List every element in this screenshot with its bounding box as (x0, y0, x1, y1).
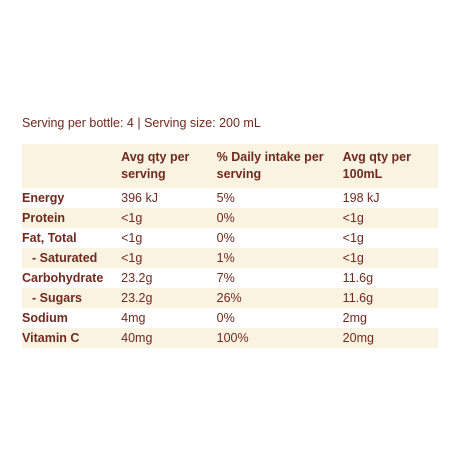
header-blank (22, 144, 122, 188)
table-cell: <1g (121, 231, 143, 245)
table-cell: 23.2g (121, 271, 153, 285)
row-label: Carbohydrate (22, 271, 104, 285)
table-row: Carbohydrate 23.2g 7% 11.6g (22, 268, 438, 288)
row-label: - Sugars (22, 288, 122, 308)
table-cell: 100% (216, 328, 343, 348)
table-cell: 0% (216, 231, 235, 245)
nutrition-table: Avg qty per serving % Daily intake per se… (22, 144, 438, 348)
header-row: Avg qty per serving % Daily intake per se… (22, 144, 438, 188)
table-cell: 26% (216, 288, 343, 308)
table-cell: 23.2g (121, 288, 217, 308)
header-text: % Daily intake per serving (216, 150, 324, 181)
table-row: - Sugars 23.2g 26% 11.6g (22, 288, 438, 308)
table-cell: 0% (216, 208, 343, 228)
table-row: Sodium 4mg 0% 2mg (22, 308, 438, 328)
table-cell: 0% (216, 311, 235, 325)
header-cell: Avg qty per serving (121, 144, 217, 188)
table-cell: 11.6g (342, 288, 438, 308)
table-cell: <1g (342, 248, 438, 268)
header-cell: % Daily intake per serving (216, 144, 343, 188)
table-cell: <1g (342, 231, 364, 245)
table-cell: 40mg (121, 328, 217, 348)
row-label: Sodium (22, 311, 68, 325)
header-text: Avg qty per serving (121, 150, 190, 181)
table-row: Vitamin C 40mg 100% 20mg (22, 328, 438, 348)
serving-info: Serving per bottle: 4 | Serving size: 20… (22, 116, 261, 130)
table-row: Protein <1g 0% <1g (22, 208, 438, 228)
table-row: - Saturated <1g 1% <1g (22, 248, 438, 268)
table-cell: <1g (121, 248, 217, 268)
table-cell: 1% (216, 248, 343, 268)
row-label: - Saturated (22, 248, 122, 268)
row-label: Vitamin C (22, 328, 122, 348)
table-cell: 7% (216, 271, 235, 285)
table-cell: 5% (216, 191, 235, 205)
table-row: Energy 396 kJ 5% 198 kJ (22, 188, 438, 208)
table-cell: 11.6g (342, 271, 374, 285)
table-row: Fat, Total <1g 0% <1g (22, 228, 438, 248)
table-cell: <1g (121, 208, 217, 228)
table-cell: <1g (342, 208, 438, 228)
header-text: Avg qty per 100mL (342, 150, 411, 181)
header-cell: Avg qty per 100mL (342, 144, 438, 188)
table-cell: 20mg (342, 328, 438, 348)
table-cell: 2mg (342, 311, 367, 325)
row-label: Protein (22, 208, 122, 228)
row-label: Energy (22, 191, 65, 205)
row-label: Fat, Total (22, 231, 77, 245)
table-cell: 4mg (121, 311, 146, 325)
table-cell: 198 kJ (342, 191, 380, 205)
table-cell: 396 kJ (121, 191, 158, 205)
